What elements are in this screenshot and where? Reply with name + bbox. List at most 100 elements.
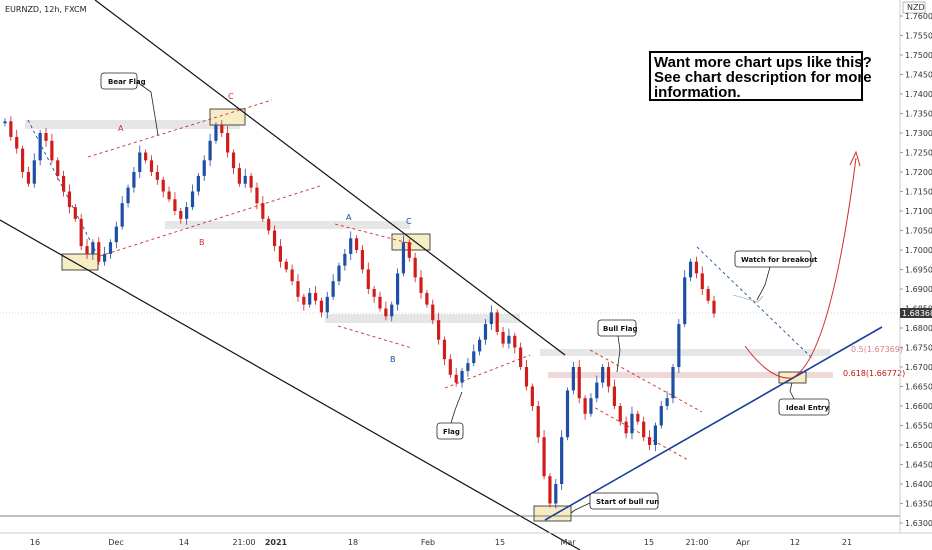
candle-up [489, 312, 493, 325]
breakout-line [696, 246, 813, 359]
candle-up [196, 175, 200, 192]
candle-down [278, 246, 282, 262]
message-box: Want more chart ups like this? See chart… [649, 51, 872, 101]
time-axis[interactable]: 16 Dec 14 21:00 2021 18 Feb 15 Mar 15 21:00 Apr 12 21 [0, 532, 932, 547]
price-axis[interactable]: NZD 1.63000 1.63500 1.64000 1.64500 1.65000 1… [899, 0, 932, 533]
price-tick-label: 1.70000 [905, 246, 932, 255]
candle-down [319, 300, 324, 313]
candle-up [132, 172, 136, 188]
price-tick-label: 1.75500 [905, 32, 932, 41]
bear-flag-lower [99, 185, 321, 257]
callout-ideal-entry: Ideal Entry [786, 404, 829, 412]
candle-up [683, 277, 687, 325]
candle-up [120, 203, 124, 227]
candle-down [67, 191, 72, 208]
candle-up [308, 292, 312, 305]
candle-down [606, 367, 611, 387]
candle-up [653, 425, 658, 445]
callout-start-bull-run: Start of bull run [596, 498, 659, 506]
callout-box [589, 492, 659, 510]
candle-down [261, 203, 265, 219]
resistance-zone [25, 120, 240, 129]
candle-up [108, 242, 113, 254]
fib-label: 0.618(1.66772) [843, 369, 905, 378]
resistance-zone [540, 349, 830, 356]
callout-pointer [450, 391, 463, 424]
candle-down [161, 179, 165, 192]
flag-upper-line [334, 223, 413, 245]
price-tick-label: 1.66500 [905, 383, 932, 392]
candle-down [618, 406, 622, 422]
time-tick-label: 21:00 [685, 538, 708, 547]
candle-down [366, 269, 370, 289]
wave-letter: A [346, 213, 352, 222]
candle-down [624, 421, 628, 434]
candle-up [677, 324, 681, 367]
candle-up [349, 238, 353, 254]
candle-down [647, 437, 652, 445]
wave-letters: A B C A B C [118, 92, 412, 364]
channel-upper-line [94, 0, 566, 356]
candle-up [507, 335, 511, 344]
candle-down [583, 398, 587, 414]
candle-down [255, 187, 259, 204]
candle-down [290, 269, 294, 282]
candle-up [114, 226, 118, 243]
callout-pointer [756, 266, 771, 301]
candle-up [659, 406, 663, 426]
candles [3, 116, 716, 509]
candle-up [3, 121, 7, 124]
message-frame [649, 51, 863, 101]
candle-up [671, 367, 675, 399]
wave-letter: C [406, 217, 412, 226]
price-tick-label: 1.75000 [905, 51, 932, 60]
candle-up [32, 160, 36, 184]
candle-up [38, 133, 42, 161]
time-tick-label: Dec [108, 538, 123, 547]
price-tick-label: 1.69500 [905, 266, 932, 275]
currency-badge-label: NZD [907, 3, 925, 12]
candle-down [354, 238, 359, 250]
candle-down [495, 312, 499, 332]
candle-up [337, 265, 341, 282]
candle-down [61, 175, 66, 192]
flag-lower-line [337, 325, 413, 349]
candle-up [214, 125, 218, 141]
price-tick-label: 1.65000 [905, 441, 932, 450]
entry-zone [548, 372, 833, 378]
price-tick-label: 1.70500 [905, 227, 932, 236]
candle-down [9, 121, 13, 137]
candle-down [144, 152, 148, 161]
candle-down [231, 152, 236, 169]
price-tick-label: 1.76000 [905, 12, 932, 21]
candle-up [103, 253, 107, 262]
candle-up [185, 207, 189, 219]
candle-down [20, 148, 25, 172]
candle-down [296, 281, 300, 297]
time-tick-label: 15 [495, 538, 505, 547]
candle-down [220, 125, 224, 133]
candle-up [401, 242, 406, 274]
shaded-zones [25, 120, 833, 378]
candle-up [138, 152, 142, 172]
time-tick-label: 18 [348, 538, 358, 547]
candle-down [149, 160, 154, 172]
last-price-tag: 1.68368 [900, 308, 932, 318]
breakout-marker [732, 294, 764, 303]
candle-up [202, 160, 206, 176]
price-tick-label: 1.67000 [905, 363, 932, 372]
price-tick-label: 1.68000 [905, 324, 932, 333]
candle-up [208, 140, 212, 161]
swing-low-box [61, 253, 99, 271]
candle-up [589, 398, 593, 414]
time-tick-label: 14 [179, 538, 189, 547]
callout-box [778, 398, 830, 416]
fib-labels: 0.5(1.67369) 0.618(1.66772) [843, 345, 905, 378]
candle-down [237, 168, 241, 184]
price-tick-label: 1.67500 [905, 344, 932, 353]
currency-badge[interactable] [902, 1, 926, 14]
time-tick-label: 16 [30, 538, 40, 547]
price-tick-label: 1.74000 [905, 90, 932, 99]
candle-up [565, 390, 570, 438]
